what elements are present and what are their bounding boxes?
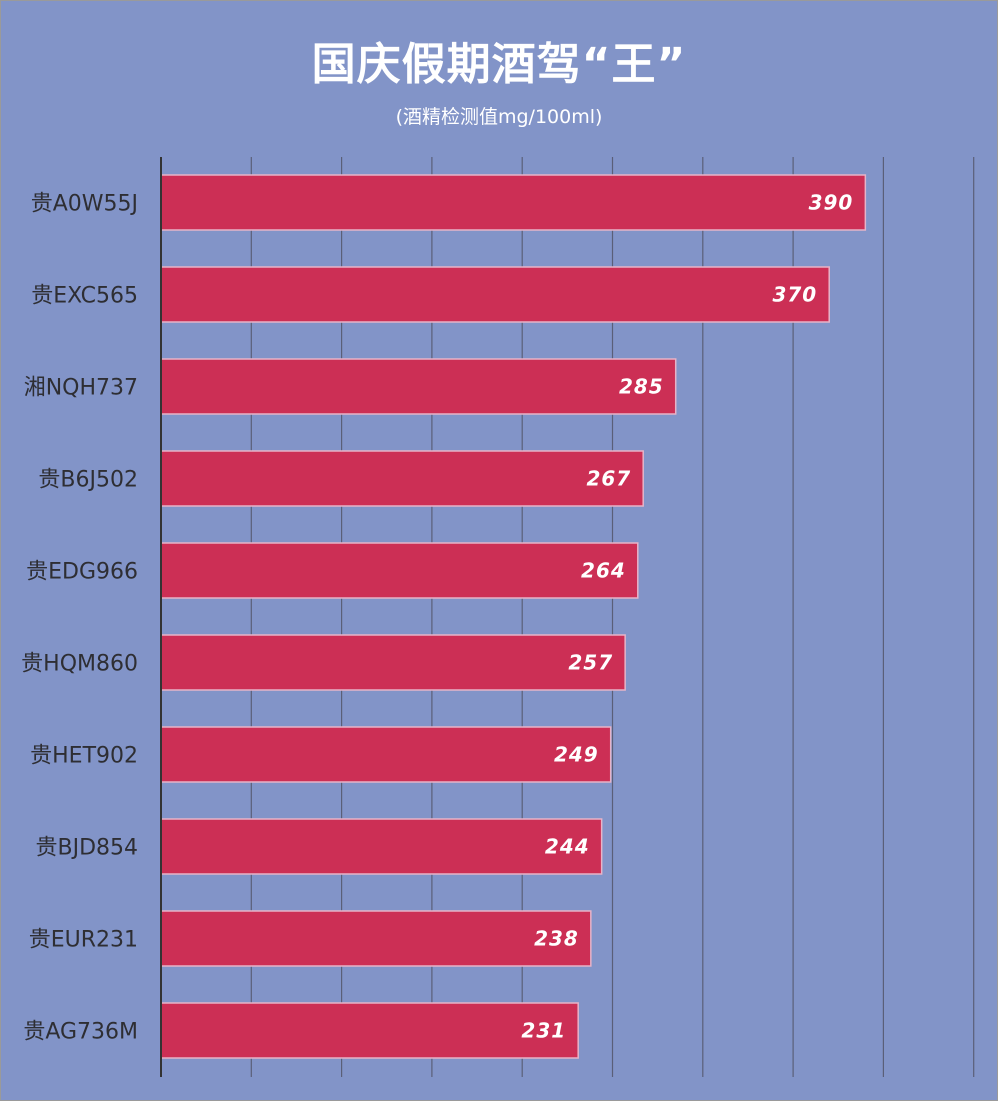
bar xyxy=(160,634,626,691)
chart-title: 国庆假期酒驾“王” xyxy=(311,39,687,90)
category-label: 贵AG736M xyxy=(23,1020,138,1045)
value-label: 390 xyxy=(809,191,854,215)
category-label: 贵BJD854 xyxy=(35,836,138,861)
value-label: 231 xyxy=(521,1019,566,1043)
category-label: 贵A0W55J xyxy=(31,192,138,217)
value-label: 238 xyxy=(534,927,579,951)
category-label: 贵EDG966 xyxy=(26,560,138,585)
chart-subtitle: (酒精检测值mg/100ml) xyxy=(395,106,603,128)
bar xyxy=(160,174,867,231)
bar xyxy=(160,818,603,875)
bar xyxy=(160,910,592,967)
category-label: 贵HET902 xyxy=(30,744,138,769)
value-label: 370 xyxy=(772,283,817,307)
bar xyxy=(160,542,639,599)
category-labels: 贵A0W55J 贵EXC565 湘NQH737 贵B6J502 贵EDG966 贵HQM8… xyxy=(21,192,138,1045)
value-label: 249 xyxy=(554,743,599,767)
value-label: 264 xyxy=(581,559,626,583)
category-label: 湘NQH737 xyxy=(24,376,138,401)
category-label: 贵EXC565 xyxy=(31,284,138,309)
value-label: 244 xyxy=(545,835,590,859)
category-label: 贵EUR231 xyxy=(29,928,138,953)
bar xyxy=(160,1002,579,1059)
value-label: 285 xyxy=(619,375,664,399)
bar xyxy=(160,266,830,323)
value-label: 257 xyxy=(568,651,613,675)
category-label: 贵B6J502 xyxy=(38,468,138,493)
value-label: 267 xyxy=(586,467,631,491)
bar xyxy=(160,450,644,507)
category-label: 贵HQM860 xyxy=(21,652,138,677)
bar xyxy=(160,726,612,783)
bars: 390 370 285 267 264 257 249 244 238 231 xyxy=(160,174,867,1059)
bar xyxy=(160,358,677,415)
